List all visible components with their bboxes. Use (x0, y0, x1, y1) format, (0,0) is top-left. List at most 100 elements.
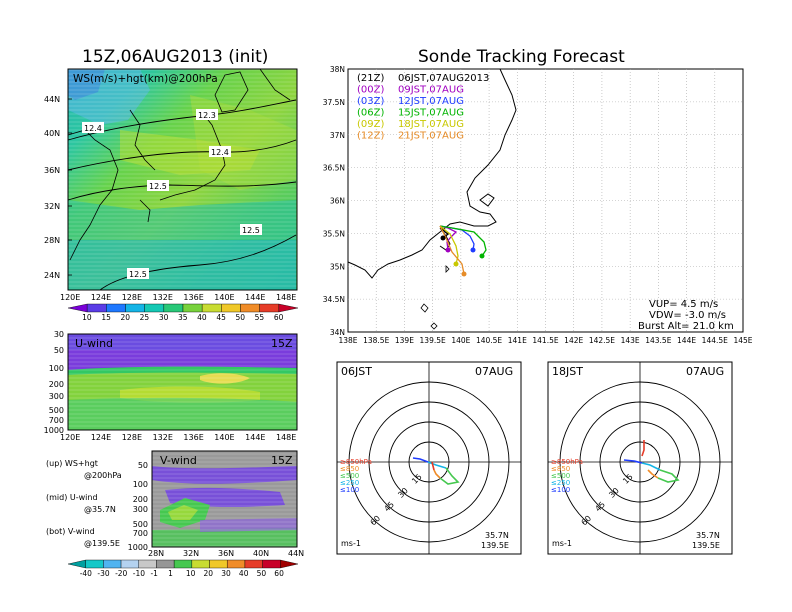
y-tick-label: 300 (49, 392, 64, 401)
colorbar-swatch (259, 303, 280, 313)
x-tick-label: 145E (733, 336, 752, 345)
x-tick-label: 142.5E (589, 336, 615, 345)
colorbar-swatch (138, 559, 157, 569)
colorbar-label: -1 (150, 569, 158, 578)
legend-code: (06Z) (357, 108, 384, 119)
y-tick-label: 34.5N (323, 295, 345, 304)
colorbar-swatch (240, 303, 260, 313)
y-tick-label: 50 (54, 346, 64, 355)
ws-map-panel: WS(m/s)+hgt(km)@200hPa 12.4 12.3 12.4 12… (44, 68, 298, 302)
colorbar-label: 45 (216, 313, 226, 322)
colorbar-label: 10 (186, 569, 196, 578)
legend-time: 12JST,07AUG (398, 96, 464, 107)
v-wind-time: 15Z (271, 454, 293, 467)
vup-text: VUP= 4.5 m/s (649, 299, 718, 310)
contour-label: 12.5 (129, 270, 147, 279)
vdw-text: VDW= -3.0 m/s (649, 310, 726, 321)
y-tick-label: 44N (44, 95, 60, 104)
hodograph-trace (439, 467, 460, 485)
colorbar-swatch (278, 303, 299, 313)
u-wind-label: U-wind (75, 337, 113, 350)
colorbar-swatch (67, 303, 88, 313)
x-tick-label: 120E (60, 433, 80, 442)
colorbar-swatch (182, 303, 203, 313)
colorbar-swatch (262, 559, 281, 569)
u-wind-time: 15Z (271, 337, 293, 350)
hodograph-date: 07AUG (686, 365, 724, 378)
hodograph-unit: ms-1 (552, 539, 572, 548)
y-tick-label: 38N (330, 65, 345, 74)
colorbar-label: 20 (121, 313, 131, 322)
colorbar-label: 30 (221, 569, 231, 578)
colorbar-label: 60 (274, 313, 284, 322)
y-tick-label: 1000 (44, 426, 64, 435)
x-tick-label: 144E (677, 336, 696, 345)
y-tick-label: 700 (49, 416, 64, 425)
colorbar-label: -30 (97, 569, 109, 578)
x-tick-label: 139E (395, 336, 414, 345)
colorbar-swatch (280, 559, 299, 569)
right-title: Sonde Tracking Forecast (418, 47, 625, 67)
level-legend: ≤250 (551, 479, 570, 487)
contour-label: 12.3 (198, 111, 216, 120)
hodograph-lat: 35.7N (485, 531, 509, 540)
x-tick-label: 40N (253, 549, 269, 558)
contour-label: 12.4 (211, 148, 229, 157)
y-tick-label: 500 (133, 520, 148, 529)
level-legend: ≤100 (551, 486, 570, 494)
x-tick-label: 36N (218, 549, 234, 558)
colorbar-swatch (67, 559, 86, 569)
x-tick-label: 132E (153, 433, 173, 442)
x-tick-label: 124E (91, 433, 111, 442)
legend-code: (21Z) (357, 73, 384, 84)
colorbar-swatch (221, 303, 241, 313)
track-legend: (21Z) 06JST,07AUG2013 (00Z) 09JST,07AUG (03Z… (357, 73, 489, 142)
hodograph-trace (412, 457, 429, 463)
level-legend: ≤250 (340, 479, 359, 487)
legend-code: (12Z) (357, 131, 384, 142)
level-legend: ≤850 (551, 465, 570, 473)
legend-bot-level: @139.5E (84, 539, 120, 548)
hodograph-06jst: 06JST 07AUG35.7N139.5Ems-115304560≥850hPa… (336, 361, 522, 555)
x-tick-label: 142E (564, 336, 583, 345)
y-tick-label: 300 (133, 505, 148, 514)
legend-bot: (bot) V-wind (46, 527, 95, 536)
hodograph-date: 07AUG (475, 365, 513, 378)
x-tick-label: 144E (245, 293, 265, 302)
track-map-panel: (21Z) 06JST,07AUG2013 (00Z) 09JST,07AUG (03Z… (323, 65, 753, 345)
y-tick-label: 28N (44, 236, 60, 245)
x-tick-label: 141E (508, 336, 527, 345)
colorbar-swatch (163, 303, 184, 313)
y-tick-label: 34N (330, 328, 345, 337)
x-tick-label: 136E (183, 293, 203, 302)
hodograph-time: 18JST (552, 365, 583, 378)
u-wind-x-ticks: 120E 124E 128E 132E 136E 140E 144E 148E (60, 433, 296, 442)
colorbar-swatch (86, 303, 107, 313)
x-tick-label: 124E (91, 293, 111, 302)
legend-mid: (mid) U-wind (46, 493, 98, 502)
x-tick-label: 28N (148, 549, 164, 558)
legend-time: 15JST,07AUG (398, 108, 464, 119)
track-x-ticks: 138E 138.5E 139E 139.5E 140E 140.5E 141E 141.5E… (338, 336, 752, 345)
level-legend: ≥850hPa (340, 458, 372, 466)
x-tick-label: 136E (183, 433, 203, 442)
left-legend: (up) WS+hgt @200hPa (mid) U-wind @35.7N … (46, 459, 122, 548)
hodograph-lat: 35.7N (696, 531, 720, 540)
y-tick-label: 700 (133, 529, 148, 538)
y-tick-label: 32N (44, 202, 60, 211)
y-tick-label: 40N (44, 129, 60, 138)
hodograph-trace (427, 461, 447, 469)
y-tick-label: 35.5N (323, 229, 345, 238)
colorbar-label: 1 (168, 569, 173, 578)
x-tick-label: 120E (60, 293, 80, 302)
legend-up: (up) WS+hgt (46, 459, 98, 468)
colorbar-label: -10 (133, 569, 145, 578)
colorbar-swatch (244, 559, 263, 569)
colorbar-label: 60 (274, 569, 284, 578)
colorbar-label: 15 (101, 313, 111, 322)
legend-time: 06JST,07AUG2013 (398, 73, 489, 84)
colorbar-swatch (85, 559, 104, 569)
x-tick-label: 138.5E (363, 336, 389, 345)
